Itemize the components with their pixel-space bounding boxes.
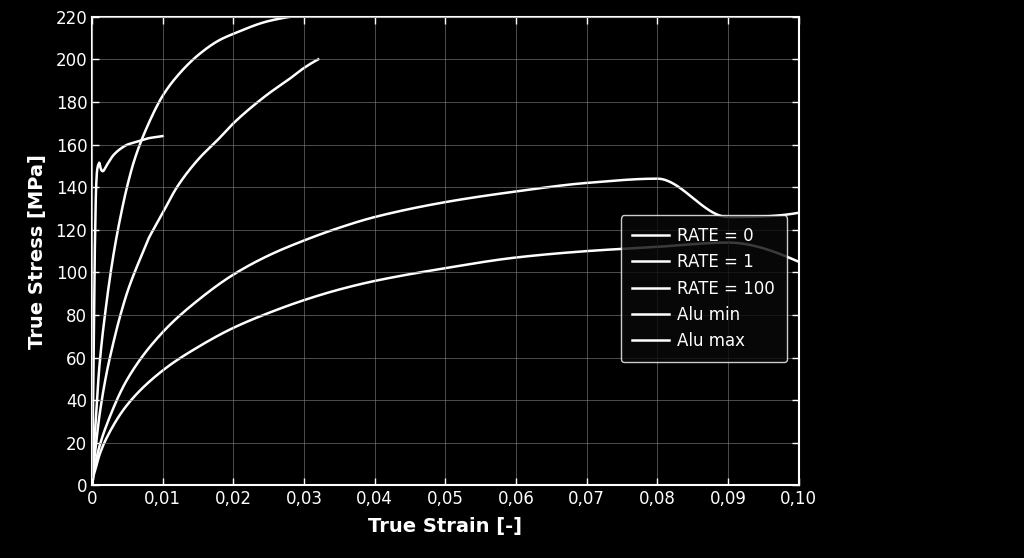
Alu max [468,194,480,201]
Alu max [651,175,664,182]
RATE = 100 [452,13,464,20]
RATE = 0 [128,139,140,146]
RATE = 100 [521,13,534,20]
Line: RATE = 100: RATE = 100 [92,17,538,485]
Alu max [793,209,805,216]
RATE = 1 [220,127,232,133]
RATE = 1 [312,56,325,62]
RATE = 100 [531,13,544,20]
Line: RATE = 1: RATE = 1 [92,59,318,485]
RATE = 0 [155,133,167,140]
RATE = 100 [301,13,313,20]
Alu max [507,189,519,195]
Line: Alu min: Alu min [92,243,799,485]
RATE = 100 [352,13,365,20]
Alu max [667,180,679,186]
X-axis label: True Strain [-]: True Strain [-] [369,517,522,536]
Alu min [722,239,734,246]
Alu max [426,201,438,208]
RATE = 100 [328,13,340,20]
RATE = 1 [86,482,98,489]
Alu min [422,268,434,275]
Y-axis label: True Stress [MPa]: True Stress [MPa] [29,153,47,349]
Alu max [422,202,434,209]
Alu max [777,211,790,218]
RATE = 100 [86,482,98,489]
RATE = 1 [271,84,284,90]
Alu min [468,260,480,267]
RATE = 0 [120,142,132,148]
Alu min [507,254,519,261]
RATE = 1 [195,153,207,160]
RATE = 1 [208,140,220,146]
RATE = 0 [124,140,136,147]
RATE = 0 [86,482,98,489]
Alu max [86,482,98,489]
RATE = 1 [306,59,318,66]
Legend: RATE = 0, RATE = 1, RATE = 100, Alu min, Alu max: RATE = 0, RATE = 1, RATE = 100, Alu min,… [621,215,786,362]
Alu min [86,482,98,489]
RATE = 0 [144,134,157,141]
Line: RATE = 0: RATE = 0 [92,136,163,485]
Alu min [793,258,805,265]
Alu min [666,243,678,249]
RATE = 1 [194,155,206,161]
RATE = 0 [120,142,132,149]
RATE = 100 [285,13,297,20]
Line: Alu max: Alu max [92,179,799,485]
RATE = 100 [298,13,310,20]
RATE = 0 [157,133,169,140]
Alu min [777,252,790,258]
Alu min [426,267,438,274]
